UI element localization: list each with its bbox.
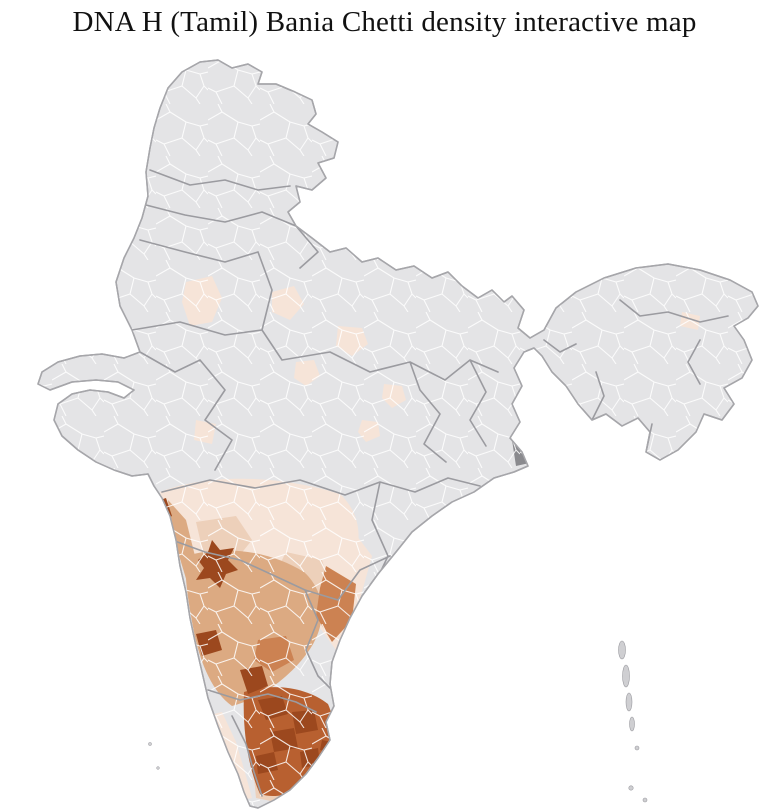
urban-district[interactable] [536, 452, 548, 468]
island[interactable] [148, 742, 152, 746]
island[interactable] [634, 745, 640, 751]
island[interactable] [618, 640, 626, 660]
island[interactable] [622, 664, 630, 688]
island[interactable] [625, 692, 633, 712]
page-title: DNA H (Tamil) Bania Chetti density inter… [72, 6, 697, 38]
andaman-nicobar-islands[interactable] [618, 640, 648, 803]
lakshadweep-islands[interactable] [148, 742, 160, 770]
india-outline [37, 59, 759, 809]
island[interactable] [156, 766, 160, 770]
island[interactable] [628, 785, 634, 791]
island[interactable] [629, 716, 635, 732]
island[interactable] [642, 797, 648, 803]
